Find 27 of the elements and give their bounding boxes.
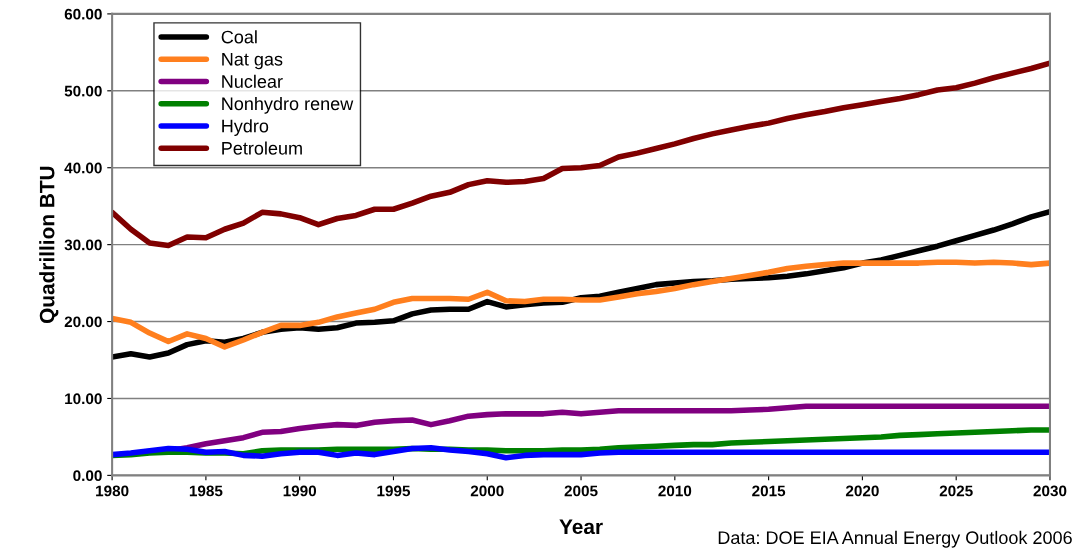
y-axis-title: Quadrillion BTU [39,166,59,324]
y-tick-label: 0.00 [73,470,102,482]
legend-label: Hydro [222,119,269,136]
legend-label: Nonhydro renew [222,96,354,114]
y-tick-label: 60.00 [64,8,102,20]
x-tick-label: 1985 [189,485,223,497]
x-tick-label: 2010 [658,485,692,497]
x-tick-label: 2015 [752,485,786,497]
y-tick-label: 20.00 [64,316,102,328]
y-tick-label: 50.00 [64,85,102,97]
x-tick-label: 1990 [283,485,317,497]
legend-label: Coal [221,30,257,44]
x-axis-title: Year [559,519,603,535]
x-tick-label: 2025 [939,485,973,497]
legend-label: Nuclear [222,74,283,88]
x-tick-label: 2005 [564,485,598,497]
x-tick-label: 1980 [96,485,129,497]
x-tick-label: 1995 [377,485,411,497]
y-tick-label: 30.00 [64,239,102,251]
x-tick-label: 2030 [1033,485,1067,497]
y-tick-label: 10.00 [65,393,102,405]
legend-label: Petroleum [222,141,302,155]
x-tick-label: 2020 [845,485,879,497]
y-tick-label: 40.00 [64,162,102,174]
x-tick-label: 2000 [470,485,504,497]
text: Data: DOE EIA Annual Energy Outlook 2006 [718,530,1072,548]
legend-label: Nat gas [222,53,283,70]
